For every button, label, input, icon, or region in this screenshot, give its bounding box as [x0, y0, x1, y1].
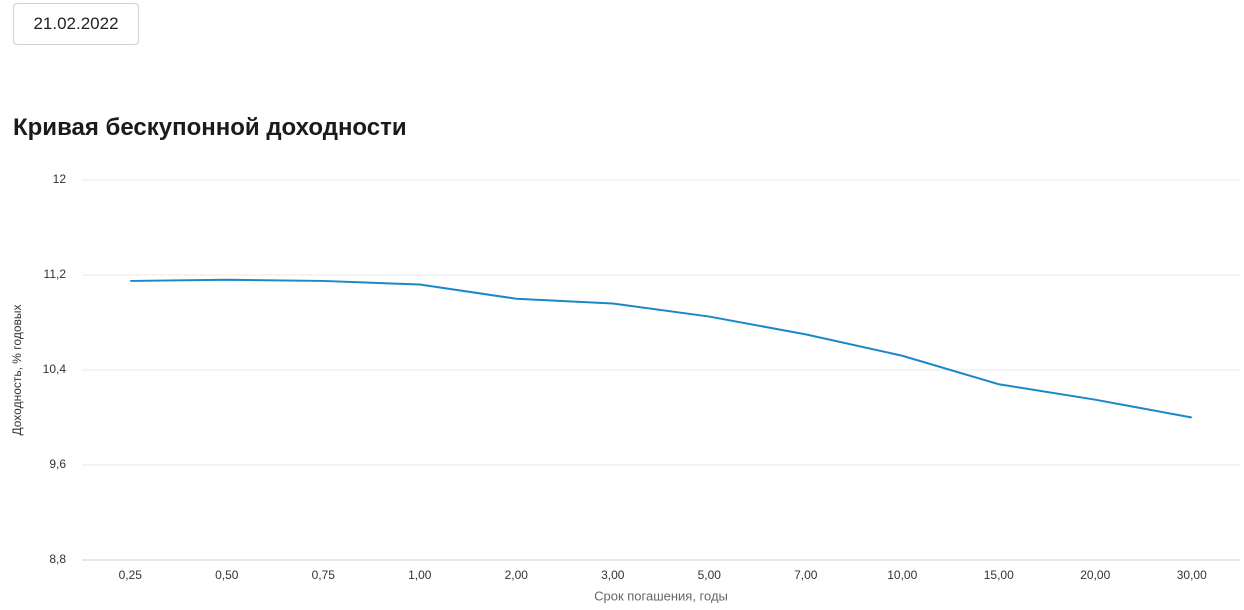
x-tick-label: 1,00 — [408, 568, 432, 582]
chart-title: Кривая бескупонной доходности — [13, 114, 407, 141]
x-tick-label: 3,00 — [601, 568, 625, 582]
x-tick-label: 30,00 — [1177, 568, 1207, 582]
y-tick-label: 8,8 — [49, 552, 66, 566]
x-tick-label: 20,00 — [1080, 568, 1110, 582]
x-tick-label: 7,00 — [794, 568, 818, 582]
date-picker[interactable]: 21.02.2022 — [13, 3, 139, 45]
y-tick-label: 11,2 — [44, 267, 67, 281]
x-tick-label: 0,25 — [119, 568, 143, 582]
y-axis-label: Доходность, % годовых — [10, 305, 24, 436]
line — [130, 278, 1192, 419]
y-tick-label: 9,6 — [49, 457, 66, 471]
x-tick-label: 10,00 — [887, 568, 917, 582]
y-tick-label: 12 — [53, 172, 67, 186]
x-axis-label: Срок погашения, годы — [594, 588, 728, 603]
x-tick-label: 0,75 — [312, 568, 336, 582]
y-tick-label: 10,4 — [43, 362, 67, 376]
x-tick-label: 15,00 — [984, 568, 1014, 582]
x-tick-label: 2,00 — [505, 568, 529, 582]
x-tick-label: 5,00 — [698, 568, 722, 582]
x-tick-label: 0,50 — [215, 568, 239, 582]
